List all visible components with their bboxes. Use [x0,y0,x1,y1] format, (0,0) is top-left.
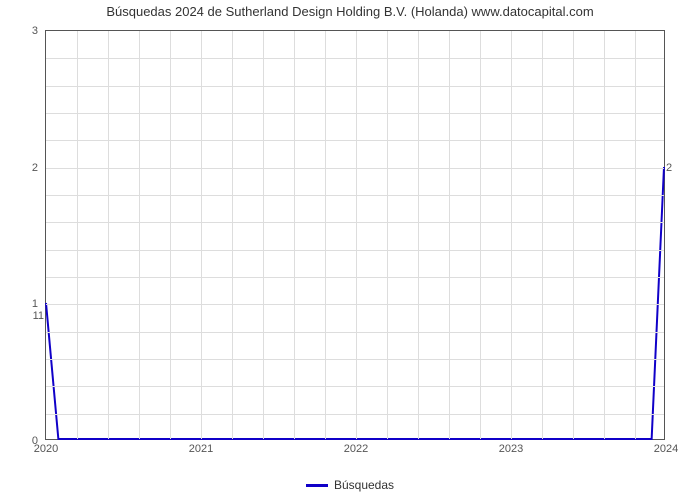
x-tick-label: 2023 [499,439,523,455]
y-tick-label: 3 [32,25,46,37]
grid-v-minor [542,31,543,439]
plot-area: 202020212022202320240123112 [45,30,665,440]
grid-v-minor [449,31,450,439]
grid-h-minor [46,277,664,278]
grid-v-minor [77,31,78,439]
grid-v-minor [294,31,295,439]
chart-title: Búsquedas 2024 de Sutherland Design Hold… [0,4,700,19]
grid-h-minor [46,359,664,360]
grid-v-minor [573,31,574,439]
grid-v-major [201,31,202,439]
x-tick-label: 2024 [654,439,678,455]
grid-h-major [46,304,664,305]
legend-label: Búsquedas [334,478,394,492]
grid-h-minor [46,113,664,114]
grid-v-minor [263,31,264,439]
grid-v-minor [139,31,140,439]
grid-v-minor [325,31,326,439]
y-tick-label: 1 [32,298,46,310]
legend: Búsquedas [0,474,700,493]
y-tick-label: 0 [32,435,46,447]
legend-swatch [306,484,328,487]
grid-h-minor [46,414,664,415]
series-end-label-right: 2 [664,162,672,174]
grid-h-minor [46,140,664,141]
grid-h-minor [46,250,664,251]
y-tick-label: 2 [32,162,46,174]
grid-v-minor [387,31,388,439]
grid-v-major [511,31,512,439]
grid-h-minor [46,222,664,223]
grid-h-minor [46,58,664,59]
grid-h-minor [46,86,664,87]
grid-v-minor [480,31,481,439]
grid-h-minor [46,386,664,387]
grid-v-major [356,31,357,439]
grid-h-major [46,168,664,169]
grid-h-minor [46,332,664,333]
x-tick-label: 2021 [189,439,213,455]
grid-v-minor [170,31,171,439]
grid-v-minor [108,31,109,439]
grid-v-minor [232,31,233,439]
chart-container: Búsquedas 2024 de Sutherland Design Hold… [0,0,700,500]
x-tick-label: 2022 [344,439,368,455]
grid-v-minor [604,31,605,439]
series-end-label-left: 11 [33,310,46,322]
grid-v-minor [635,31,636,439]
grid-h-minor [46,195,664,196]
grid-v-minor [418,31,419,439]
